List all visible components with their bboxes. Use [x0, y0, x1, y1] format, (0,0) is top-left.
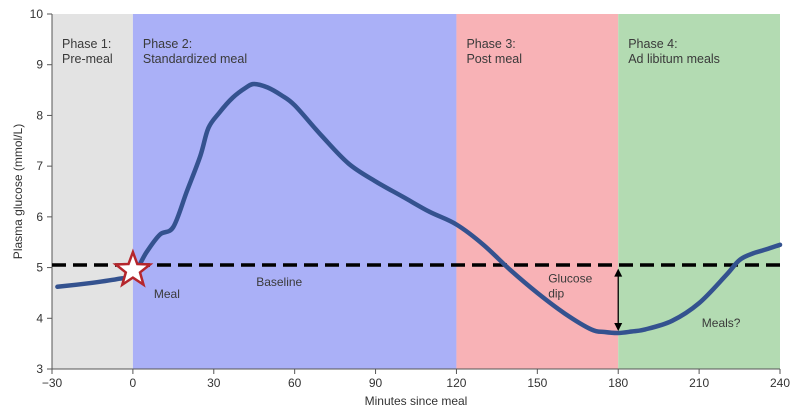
x-tick-label: 60	[288, 376, 302, 390]
y-axis-title: Plasma glucose (mmol/L)	[11, 124, 25, 259]
axes: −30 0 30 60 90 120 150 180 210 240 3 4 5 6 7 8 9 10 Minute…	[11, 7, 790, 408]
x-tick-label: 210	[689, 376, 709, 390]
phase-band-4	[618, 14, 780, 369]
glucose-dip-arrow-head-top	[614, 268, 623, 277]
meal-label: Meal	[154, 287, 180, 301]
y-tick-label: 8	[36, 108, 43, 122]
glucose-dip-arrow-head-bottom	[614, 322, 623, 331]
phase-3-subtitle: Post meal	[466, 52, 522, 66]
x-tick-label: 30	[207, 376, 221, 390]
phase-4-title: Phase 4:	[628, 37, 677, 51]
phase-band-3	[456, 14, 619, 369]
y-tick-label: 7	[36, 159, 43, 173]
series-group	[55, 81, 783, 336]
x-tick-label: 120	[446, 376, 466, 390]
x-tick-label: 240	[770, 376, 790, 390]
meal-star-icon	[112, 248, 154, 288]
phase-1-subtitle: Pre-meal	[62, 52, 113, 66]
glucose-dip-label-line2: dip	[548, 287, 564, 301]
phase-band-1	[52, 14, 133, 369]
phase-2-title: Phase 2:	[143, 37, 192, 51]
phase-3-title: Phase 3:	[466, 37, 515, 51]
y-tick-label: 6	[36, 210, 43, 224]
baseline-label: Baseline	[256, 275, 302, 289]
phase-band-2	[132, 14, 457, 369]
glucose-series-line	[55, 81, 783, 336]
phase-backgrounds	[52, 14, 780, 369]
baseline-group: Baseline	[52, 263, 780, 289]
x-tick-label: 0	[130, 376, 137, 390]
phase-1-title: Phase 1:	[62, 37, 111, 51]
x-tick-label: 180	[608, 376, 628, 390]
y-tick-label: 5	[36, 261, 43, 275]
x-tick-label: 90	[369, 376, 383, 390]
x-tick-label: −30	[42, 376, 63, 390]
y-tick-label: 9	[36, 58, 43, 72]
phase-labels: Phase 1:Pre-meal Phase 2:Standardized mea…	[62, 37, 720, 66]
phase-4-subtitle: Ad libitum meals	[628, 52, 720, 66]
y-tick-label: 4	[36, 311, 43, 325]
glucose-dip-label-line1: Glucose	[548, 272, 592, 286]
phase-2-subtitle: Standardized meal	[143, 52, 247, 66]
x-tick-label: 150	[527, 376, 547, 390]
y-tick-label: 3	[36, 362, 43, 376]
x-axis-title: Minutes since meal	[365, 394, 468, 408]
y-tick-label: 10	[30, 7, 44, 21]
meals-question-label: Meals?	[702, 316, 741, 330]
